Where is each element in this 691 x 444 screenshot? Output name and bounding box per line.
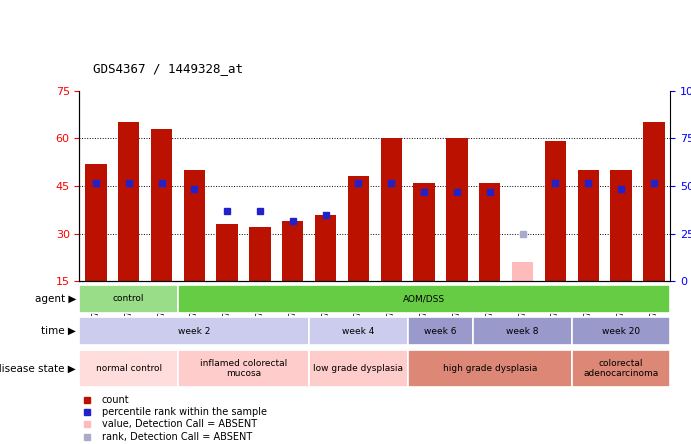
Bar bbox=[309, 317, 408, 345]
Bar bbox=[178, 350, 309, 387]
Text: agent ▶: agent ▶ bbox=[35, 294, 76, 304]
Text: count: count bbox=[102, 395, 129, 405]
Bar bbox=[348, 176, 369, 281]
Bar bbox=[282, 221, 303, 281]
Bar bbox=[578, 170, 599, 281]
Text: value, Detection Call = ABSENT: value, Detection Call = ABSENT bbox=[102, 420, 257, 429]
Bar bbox=[178, 285, 670, 313]
Text: low grade dysplasia: low grade dysplasia bbox=[314, 364, 404, 373]
Bar bbox=[184, 170, 205, 281]
Bar bbox=[571, 350, 670, 387]
Text: normal control: normal control bbox=[95, 364, 162, 373]
Bar bbox=[512, 262, 533, 281]
Bar bbox=[408, 317, 473, 345]
Bar bbox=[79, 350, 178, 387]
Bar bbox=[151, 129, 172, 281]
Text: GDS4367 / 1449328_at: GDS4367 / 1449328_at bbox=[93, 62, 243, 75]
Text: AOM/DSS: AOM/DSS bbox=[403, 294, 445, 303]
Bar bbox=[381, 139, 402, 281]
Bar bbox=[610, 170, 632, 281]
Text: week 4: week 4 bbox=[342, 327, 375, 336]
Bar bbox=[446, 139, 468, 281]
Text: inflamed colorectal
mucosa: inflamed colorectal mucosa bbox=[200, 359, 287, 378]
Bar bbox=[413, 183, 435, 281]
Bar bbox=[479, 183, 500, 281]
Bar bbox=[79, 285, 178, 313]
Text: control: control bbox=[113, 294, 144, 303]
Text: disease state ▶: disease state ▶ bbox=[0, 364, 76, 373]
Bar bbox=[118, 123, 140, 281]
Bar bbox=[315, 215, 337, 281]
Text: week 6: week 6 bbox=[424, 327, 457, 336]
Bar bbox=[643, 123, 665, 281]
Bar bbox=[408, 350, 571, 387]
Text: rank, Detection Call = ABSENT: rank, Detection Call = ABSENT bbox=[102, 432, 252, 442]
Bar bbox=[571, 317, 670, 345]
Text: week 2: week 2 bbox=[178, 327, 211, 336]
Bar bbox=[216, 224, 238, 281]
Text: high grade dysplasia: high grade dysplasia bbox=[442, 364, 537, 373]
Text: week 20: week 20 bbox=[602, 327, 640, 336]
Bar bbox=[545, 142, 566, 281]
Text: percentile rank within the sample: percentile rank within the sample bbox=[102, 407, 267, 417]
Bar bbox=[473, 317, 571, 345]
Bar bbox=[309, 350, 408, 387]
Text: time ▶: time ▶ bbox=[41, 326, 76, 336]
Bar bbox=[79, 317, 309, 345]
Bar bbox=[249, 227, 271, 281]
Bar bbox=[85, 164, 106, 281]
Text: colorectal
adenocarcinoma: colorectal adenocarcinoma bbox=[583, 359, 659, 378]
Text: week 8: week 8 bbox=[507, 327, 539, 336]
